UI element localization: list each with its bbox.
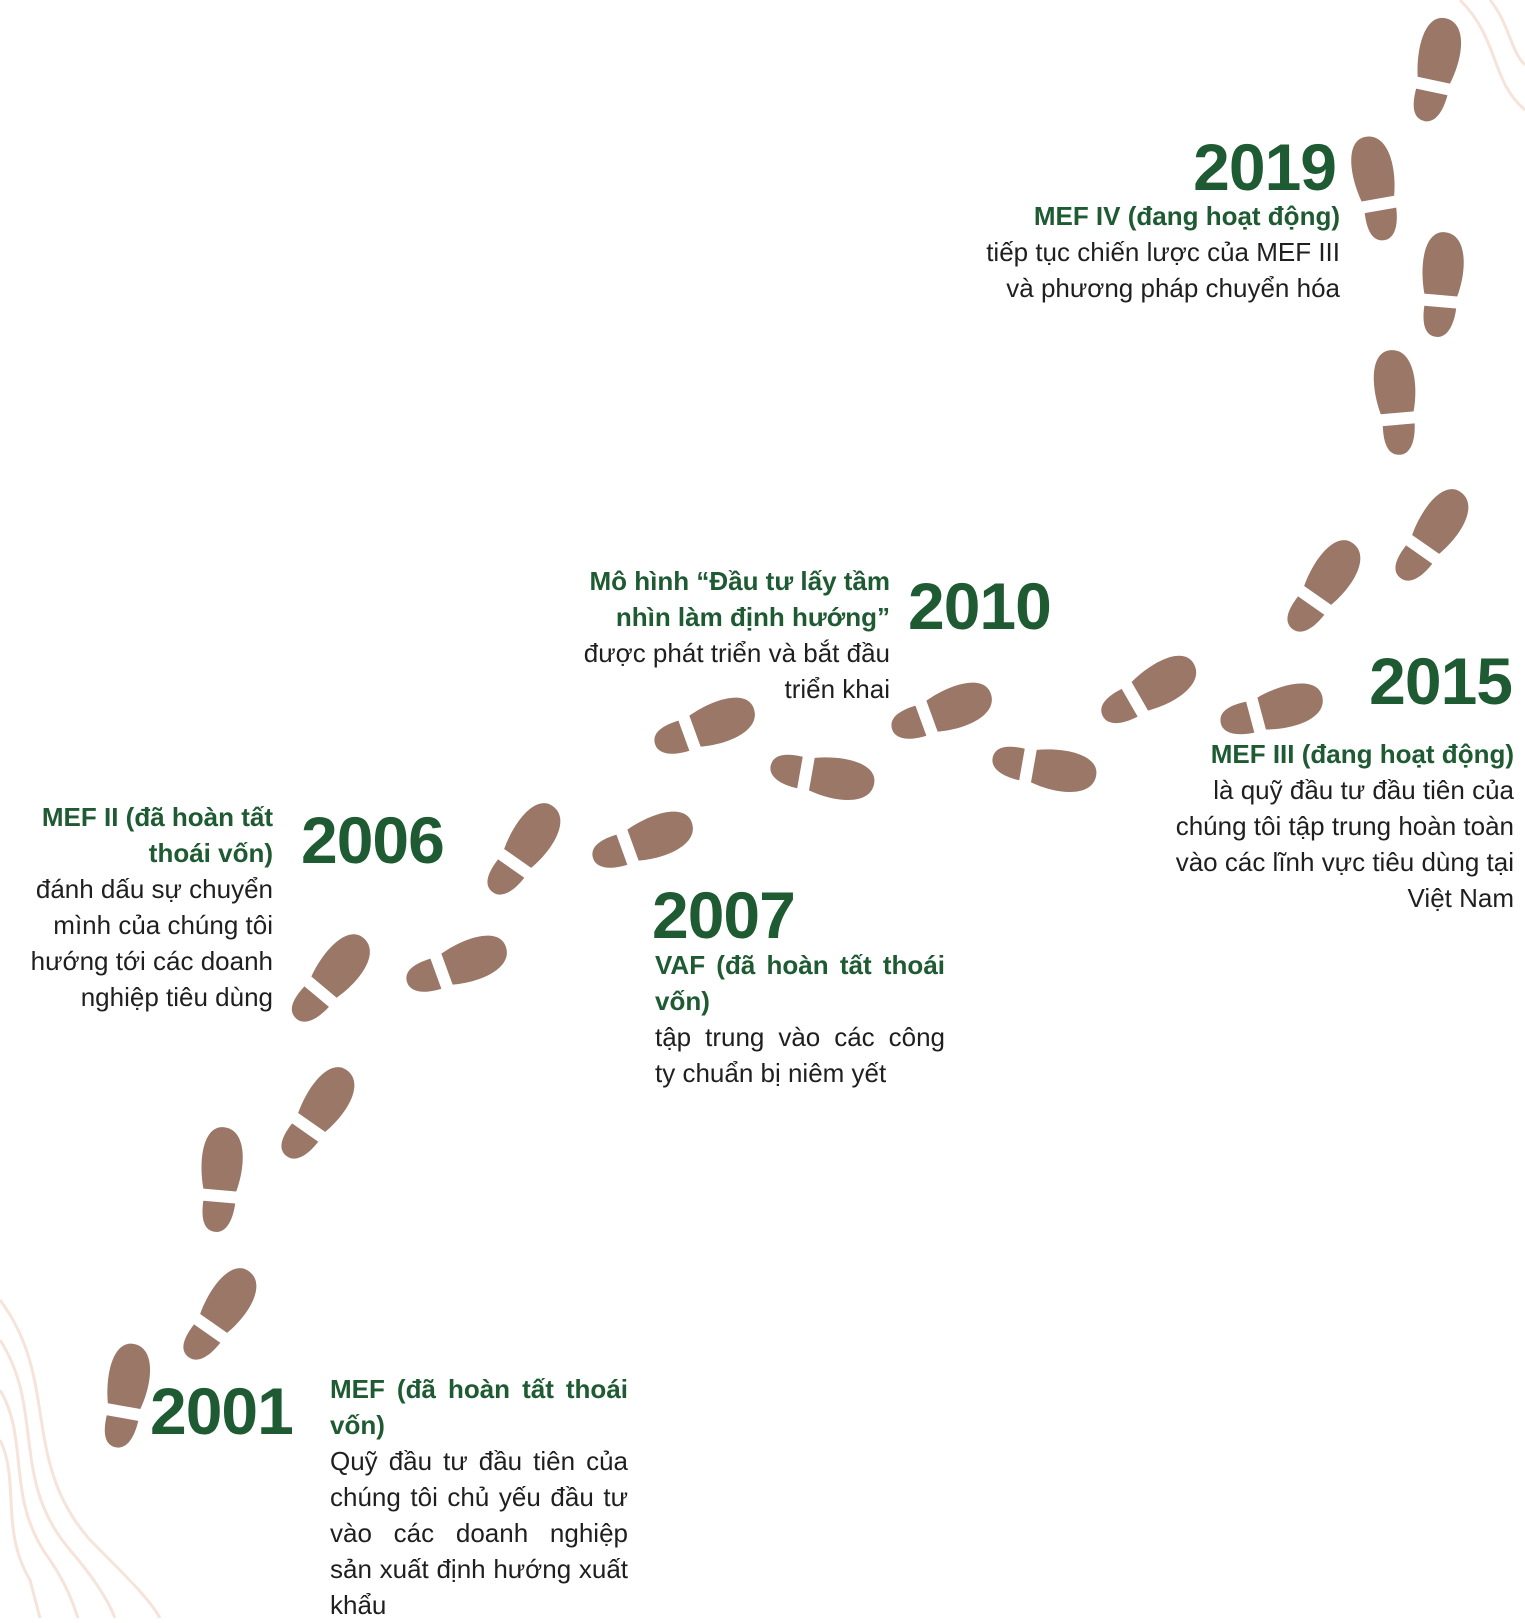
milestone-text: MEF (đã hoàn tất thoái vốn) Quỹ đầu tư đ… [330, 1371, 628, 1623]
milestone-title: MEF (đã hoàn tất thoái vốn) [330, 1371, 628, 1443]
milestone-title: VAF (đã hoàn tất thoái vốn) [655, 947, 945, 1019]
year: 2019 [1193, 134, 1336, 200]
milestone-text: MEF II (đã hoàn tất thoái vốn) đánh dấu … [8, 799, 273, 1015]
milestone-text: Mô hình “Đầu tư lấy tầm nhìn làm định hư… [530, 563, 890, 707]
milestone-text: MEF IV (đang hoạt động) tiếp tục chiến l… [980, 198, 1340, 306]
year: 2007 [652, 882, 795, 948]
milestone-description: tiếp tục chiến lược của MEF III và phươn… [980, 234, 1340, 306]
milestone-title: MEF III (đang hoạt động) [1164, 736, 1514, 772]
year: 2010 [908, 573, 1051, 639]
page: 2019 MEF IV (đang hoạt động) tiếp tục ch… [0, 0, 1525, 1618]
year: 2015 [1369, 648, 1512, 714]
milestone-text: MEF III (đang hoạt động) là quỹ đầu tư đ… [1164, 736, 1514, 916]
milestone-title: MEF II (đã hoàn tất thoái vốn) [8, 799, 273, 871]
milestone-title: Mô hình “Đầu tư lấy tầm nhìn làm định hư… [530, 563, 890, 635]
year: 2001 [150, 1378, 293, 1444]
milestone-title: MEF IV (đang hoạt động) [980, 198, 1340, 234]
milestone-description: đánh dấu sự chuyển mình của chúng tôi hư… [8, 871, 273, 1015]
milestone-description: là quỹ đầu tư đầu tiên của chúng tôi tập… [1164, 772, 1514, 916]
milestone-description: Quỹ đầu tư đầu tiên của chúng tôi chủ yế… [330, 1443, 628, 1623]
milestone-description: được phát triển và bắt đầu triển khai [530, 635, 890, 707]
milestone-description: tập trung vào các công ty chuẩn bị niêm … [655, 1019, 945, 1091]
year: 2006 [301, 807, 444, 873]
milestone-text: VAF (đã hoàn tất thoái vốn) tập trung và… [655, 947, 945, 1091]
